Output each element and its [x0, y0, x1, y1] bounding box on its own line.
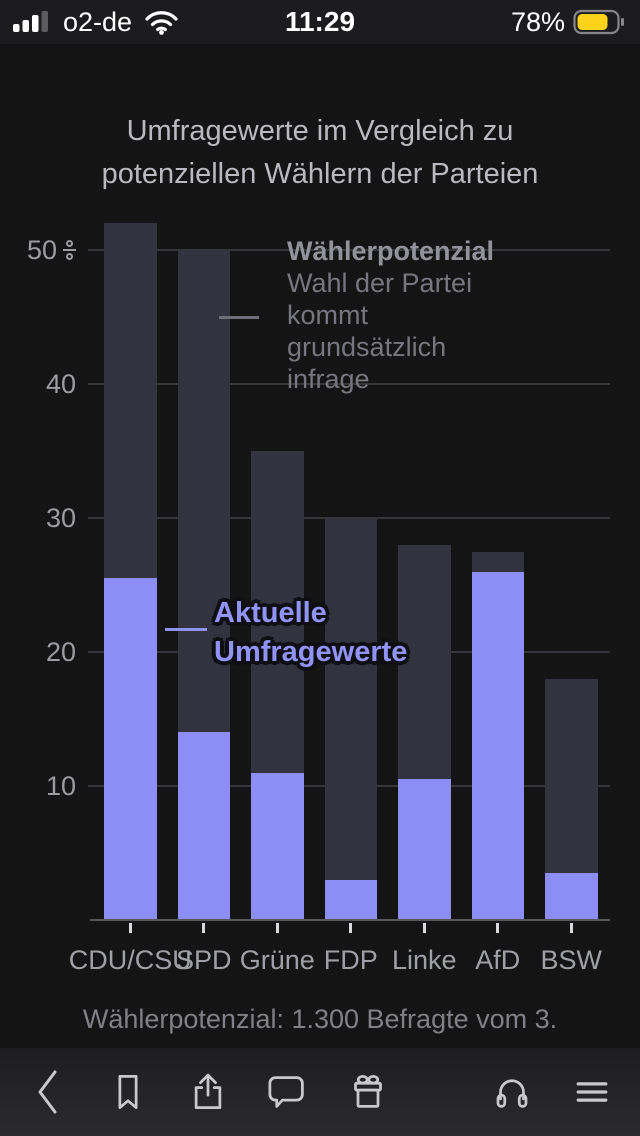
current-annotation: Aktuelle Umfragewerte — [214, 594, 407, 672]
y-axis-label-10: 10 — [45, 771, 76, 801]
bar-current-Grüne — [251, 772, 304, 920]
gift-button[interactable] — [342, 1066, 394, 1118]
bar-potential-FDP — [324, 518, 377, 920]
potential-annotation-label: Wählerpotenzial — [287, 236, 495, 266]
clock: 11:29 — [284, 6, 356, 37]
x-axis-label-AfD: AfD — [475, 945, 521, 975]
x-axis-tick-CDU/CSU — [128, 923, 132, 933]
x-axis-label-BSW: BSW — [540, 945, 602, 975]
gridline-50 — [88, 249, 610, 251]
cellular-signal-icon — [13, 11, 48, 32]
potential-annotation: Wählerpotenzial Wahl der Partei kommt gr… — [287, 235, 537, 395]
status-left: o2-de — [13, 0, 179, 44]
menu-button[interactable] — [566, 1066, 618, 1118]
x-axis-label-SPD: SPD — [175, 945, 232, 975]
bar-current-FDP — [324, 879, 377, 920]
current-annotation-label: Umfragewerte — [214, 636, 408, 668]
comments-button[interactable] — [262, 1066, 314, 1118]
potential-annotation-desc: grundsätzlich — [287, 332, 447, 362]
bookmark-icon — [118, 1075, 138, 1109]
y-axis-label-30: 30 — [45, 503, 76, 533]
potential-annotation-desc: Wahl der Partei — [287, 268, 473, 298]
battery-icon — [573, 9, 624, 35]
hamburger-menu-icon — [576, 1082, 608, 1102]
share-button[interactable] — [182, 1066, 234, 1118]
battery-percent-label: 78% — [510, 6, 565, 37]
current-annotation-label: Aktuelle — [214, 597, 327, 629]
y-axis-label-40: 40 — [45, 369, 76, 399]
x-axis-label-Grüne: Grüne — [239, 945, 315, 975]
audio-button[interactable] — [486, 1066, 538, 1118]
x-axis-tick-FDP — [349, 923, 353, 933]
x-axis-label-CDU/CSU: CDU/CSU — [68, 945, 192, 975]
x-axis-tick-BSW — [569, 923, 573, 933]
percent-unit-icon — [63, 240, 76, 260]
x-axis-tick-SPD — [202, 923, 206, 933]
bar-current-SPD — [177, 732, 230, 920]
headphones-icon — [496, 1079, 528, 1108]
x-axis-label-FDP: FDP — [323, 945, 378, 975]
y-axis-label-20: 20 — [45, 637, 76, 667]
x-axis-tick-Grüne — [275, 923, 279, 933]
bar-current-AfD — [471, 571, 524, 920]
y-axis-label-50: 50 — [0, 236, 76, 264]
x-axis-tick-AfD — [496, 923, 500, 933]
speech-bubble-icon — [268, 1076, 304, 1108]
x-axis-tick-Linke — [422, 923, 426, 933]
carrier-label: o2-de — [63, 6, 133, 37]
gift-icon — [354, 1074, 382, 1108]
current-annotation-pointer-line — [165, 628, 207, 631]
back-button[interactable] — [22, 1066, 74, 1118]
chart-title-line-1: Umfragewerte im Vergleich zu — [126, 115, 514, 147]
wifi-icon — [145, 11, 178, 35]
bar-chart-plot-area: 10 20 30 40 50 CDU/CSU SPD Grüne FDP Linke AfD BSW — [27, 200, 610, 975]
chart-source-caption: Wählerpotenzial: 1.300 Befragte vom 3. — [82, 1004, 558, 1034]
bar-current-BSW — [545, 873, 598, 920]
chart-title-line-2: potenziellen Wählern der Parteien — [101, 158, 539, 190]
bottom-toolbar — [0, 1048, 640, 1136]
gridline-40 — [88, 383, 610, 385]
x-axis-line — [90, 919, 610, 921]
potential-annotation-desc: infrage — [287, 364, 370, 394]
x-axis-label-Linke: Linke — [391, 945, 457, 975]
bookmark-button[interactable] — [102, 1066, 154, 1118]
chevron-left-icon — [38, 1070, 57, 1114]
status-bar: o2-de 11:29 78% — [0, 0, 640, 44]
potential-annotation-pointer-line — [219, 316, 259, 319]
share-icon — [194, 1073, 222, 1109]
status-right: 78% — [511, 0, 626, 44]
potential-annotation-desc: kommt — [287, 300, 368, 330]
chart-title: Umfragewerte im Vergleich zu potenzielle… — [0, 110, 640, 196]
bar-current-Linke — [398, 779, 451, 920]
bar-current-CDU/CSU — [104, 578, 157, 920]
